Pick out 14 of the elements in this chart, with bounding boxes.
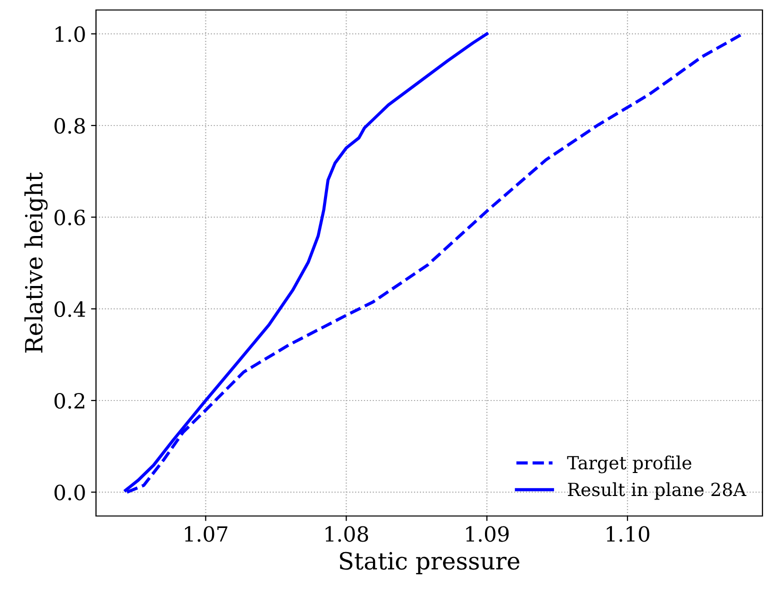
legend-label: Target profile [567,456,692,474]
x-tick-label: 1.09 [466,526,509,542]
y-tick-label: 0.6 [54,210,85,226]
x-axis-title: Static pressure [340,552,520,574]
y-tick-label: 0.0 [54,484,85,500]
x-tick-label: 1.07 [185,526,228,542]
x-tick-label: 1.10 [606,526,650,542]
legend-label: Result in plane 28A [568,482,746,500]
x-tick-label: 1.08 [326,526,368,542]
y-tick-label: 1.0 [56,26,85,42]
y-tick-label: 0.2 [54,392,84,409]
y-tick-label: 0.4 [54,301,86,318]
y-axis-title: Relative height [24,172,48,353]
y-tick-label: 0.8 [54,118,85,134]
